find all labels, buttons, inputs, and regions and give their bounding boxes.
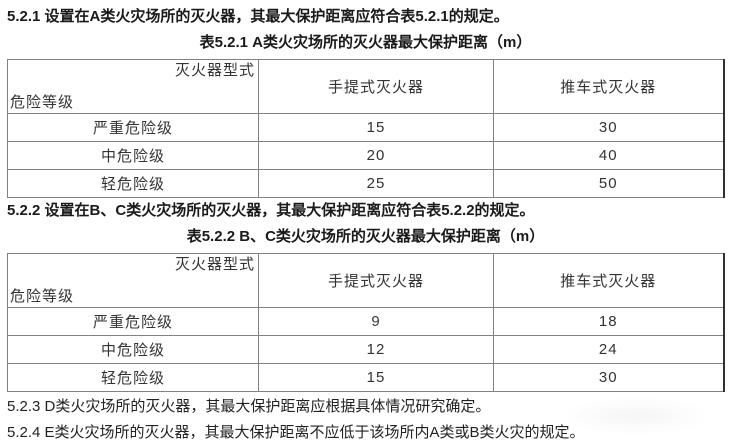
cell-value: 30 [493, 113, 724, 142]
cell-value: 9 [258, 307, 494, 336]
cell-value: 50 [493, 169, 724, 198]
corner-cell-layout: 灭火器型式 危险等级 [8, 60, 258, 113]
cell-value: 15 [258, 363, 494, 392]
clause-5-2-4: 5.2.4 E类火灾场所的灭火器，其最大保护距离不应低于该场所内A类或B类火灾的… [7, 424, 585, 441]
cell-value: 24 [493, 335, 724, 364]
table-1-header-row: 灭火器型式 危险等级 手提式灭火器 推车式灭火器 [7, 59, 724, 114]
cell-value: 30 [493, 363, 724, 392]
row-label: 中危险级 [7, 335, 259, 364]
corner-label-extinguisher-type: 灭火器型式 [174, 62, 255, 79]
table-row: 中危险级 20 40 [7, 141, 724, 170]
table-row: 轻危险级 15 30 [7, 363, 724, 392]
row-label: 严重危险级 [7, 307, 259, 336]
cell-value: 20 [258, 141, 494, 170]
table-1-column-header-handheld: 手提式灭火器 [258, 59, 494, 114]
table-2-column-header-wheeled: 推车式灭火器 [493, 253, 724, 308]
clause-5-2-2: 5.2.2 设置在B、C类火灾场所的灭火器，其最大保护距离应符合表5.2.2的规… [7, 202, 535, 219]
clause-5-2-3: 5.2.3 D类火灾场所的灭火器，其最大保护距离应根据具体情况研究确定。 [7, 398, 491, 415]
table-5-2-2: 灭火器型式 危险等级 手提式灭火器 推车式灭火器 严重危险级 9 18 中危险级… [7, 253, 725, 392]
corner-cell-layout: 灭火器型式 危险等级 [8, 254, 258, 307]
cell-value: 15 [258, 113, 494, 142]
table-row: 严重危险级 15 30 [7, 113, 724, 142]
corner-label-hazard-level: 危险等级 [10, 288, 75, 305]
table-row: 轻危险级 25 50 [7, 169, 724, 198]
table-row: 中危险级 12 24 [7, 335, 724, 364]
table-2-header-row: 灭火器型式 危险等级 手提式灭火器 推车式灭火器 [7, 253, 724, 308]
table-row: 严重危险级 9 18 [7, 307, 724, 336]
cell-value: 25 [258, 169, 494, 198]
corner-label-hazard-level: 危险等级 [10, 94, 75, 111]
table-1-column-header-wheeled: 推车式灭火器 [493, 59, 724, 114]
table-5-2-1: 灭火器型式 危险等级 手提式灭火器 推车式灭火器 严重危险级 15 30 中危险… [7, 59, 725, 198]
table-2-caption: 表5.2.2 B、C类火灾场所的灭火器最大保护距离（m） [186, 228, 545, 245]
row-label: 严重危险级 [7, 113, 259, 142]
corner-label-extinguisher-type: 灭火器型式 [174, 256, 255, 273]
table-2-corner-header-cell: 灭火器型式 危险等级 [7, 253, 259, 308]
cell-value: 12 [258, 335, 494, 364]
row-label: 轻危险级 [7, 169, 259, 198]
table-1-caption: 表5.2.1 A类火灾场所的灭火器最大保护距离（m） [199, 34, 532, 51]
trailing-clauses: 5.2.3 D类火灾场所的灭火器，其最大保护距离应根据具体情况研究确定。 5.2… [0, 398, 731, 442]
cell-value: 40 [493, 141, 724, 170]
row-label: 中危险级 [7, 141, 259, 170]
row-label: 轻危险级 [7, 363, 259, 392]
cell-value: 18 [493, 307, 724, 336]
clause-5-2-1: 5.2.1 设置在A类火灾场所的灭火器，其最大保护距离应符合表5.2.1的规定。 [7, 8, 509, 25]
table-1-corner-header-cell: 灭火器型式 危险等级 [7, 59, 259, 114]
table-2-column-header-handheld: 手提式灭火器 [258, 253, 494, 308]
